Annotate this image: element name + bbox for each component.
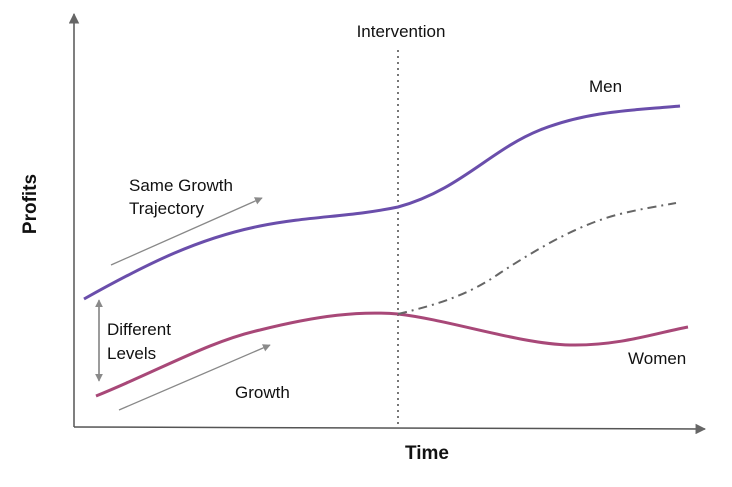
intervention-label: Intervention xyxy=(357,22,446,41)
y-axis-title: Profits xyxy=(20,174,41,234)
same-growth-label-line2: Trajectory xyxy=(129,199,204,218)
x-axis-title: Time xyxy=(405,443,449,464)
same-growth-label-line1: Same Growth xyxy=(129,176,233,195)
men-curve xyxy=(83,104,681,301)
different-levels-label-line1: Different xyxy=(107,320,171,339)
men-label: Men xyxy=(589,77,622,96)
growth-arrow xyxy=(118,344,271,411)
same-growth-arrow xyxy=(110,197,263,266)
different-levels-label-line2: Levels xyxy=(107,344,156,363)
counterfactual-curve xyxy=(397,202,677,315)
growth-label: Growth xyxy=(235,383,290,402)
women-curve xyxy=(95,311,689,398)
women-label: Women xyxy=(628,349,686,368)
x-axis xyxy=(73,423,707,435)
